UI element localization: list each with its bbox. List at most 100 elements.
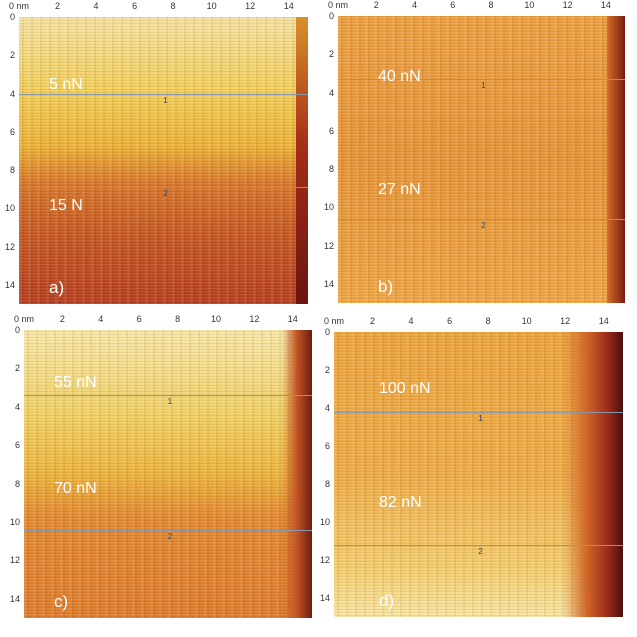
panel-label: a) xyxy=(49,278,65,297)
x-tick-label: 8 xyxy=(170,1,176,11)
scan-line xyxy=(338,79,625,81)
scan-line-marker: 2 xyxy=(163,189,168,199)
scan-line xyxy=(334,411,623,413)
y-tick-label: 8 xyxy=(324,479,330,489)
force-label: 55 nN xyxy=(54,374,97,392)
scan-line xyxy=(338,218,625,220)
afm-image: 1 2 100 nN 82 nN d) xyxy=(334,332,623,617)
y-tick-label: 6 xyxy=(324,441,330,451)
x-tick-label: 14 xyxy=(600,0,611,10)
afm-image: 1 2 55 nN 70 nN c) xyxy=(24,330,312,618)
x-tick-label: 10 xyxy=(206,1,217,11)
x-tick-label: 14 xyxy=(598,316,609,326)
y-tick-label: 8 xyxy=(14,478,20,489)
y-tick-label: 2 xyxy=(328,49,334,60)
force-label: 5 nN xyxy=(49,76,83,94)
panel-label: c) xyxy=(54,592,69,611)
force-label: 15 N xyxy=(49,196,83,214)
panel-d: 0 nm 2 4 6 8 10 12 14 0 2 4 6 8 10 12 14 1 2 100 nN 82 nN d) xyxy=(320,316,623,617)
force-label: 82 nN xyxy=(379,493,422,511)
x-tick-label: 12 xyxy=(560,316,571,326)
x-tick-label: 0 nm xyxy=(13,314,35,324)
panel-b: 0 nm 2 4 6 8 10 12 14 0 2 4 6 8 10 12 14 1 2 40 nN 27 nN b) xyxy=(324,0,625,303)
scan-line-marker: 1 xyxy=(478,413,483,423)
scan-line-marker: 1 xyxy=(163,95,168,105)
y-tick-label: 8 xyxy=(9,165,15,176)
y-tick-label: 2 xyxy=(324,365,330,375)
y-tick-label: 0 xyxy=(14,325,20,335)
x-tick-label: 8 xyxy=(485,316,491,326)
y-tick-label: 14 xyxy=(319,593,330,603)
x-tick-label: 14 xyxy=(287,314,298,324)
scan-line-marker: 2 xyxy=(481,220,486,230)
force-label: 100 nN xyxy=(379,379,431,397)
y-tick-label: 12 xyxy=(9,555,20,566)
scan-line xyxy=(24,395,312,397)
scan-line-marker: 2 xyxy=(167,531,173,541)
x-tick-label: 6 xyxy=(450,0,456,10)
y-tick-label: 8 xyxy=(328,164,334,175)
scan-line xyxy=(24,529,312,531)
x-tick-label: 14 xyxy=(283,1,294,11)
x-tick-label: 4 xyxy=(98,314,104,324)
x-tick-label: 6 xyxy=(136,314,142,324)
x-tick-label: 4 xyxy=(408,316,414,326)
x-tick-label: 2 xyxy=(55,1,61,11)
force-label: 27 nN xyxy=(378,180,421,198)
x-tick-label: 6 xyxy=(447,316,453,326)
y-tick-label: 14 xyxy=(9,593,20,604)
scan-line xyxy=(19,93,308,95)
y-tick-label: 4 xyxy=(14,401,20,412)
x-tick-label: 10 xyxy=(524,0,535,10)
x-tick-label: 2 xyxy=(59,314,65,324)
y-tick-label: 4 xyxy=(324,403,330,413)
scan-line-marker: 1 xyxy=(167,397,173,407)
x-tick-label: 12 xyxy=(245,1,256,11)
afm-image: 1 2 5 nN 15 N a) xyxy=(19,17,308,304)
force-label: 40 nN xyxy=(378,67,421,85)
y-tick-label: 14 xyxy=(323,278,334,289)
panel-c: 0 nm 2 4 6 8 10 12 14 0 2 4 6 8 10 12 14 1 2 55 nN 70 nN c) xyxy=(10,314,312,618)
x-tick-label: 10 xyxy=(210,314,222,324)
y-tick-label: 10 xyxy=(4,203,15,214)
y-tick-label: 12 xyxy=(323,240,334,251)
x-tick-label: 12 xyxy=(562,0,573,10)
x-tick-label: 0 nm xyxy=(323,316,345,326)
scan-line xyxy=(334,544,623,546)
y-tick-label: 10 xyxy=(323,202,334,213)
y-tick-label: 4 xyxy=(9,88,15,99)
scan-line-marker: 2 xyxy=(478,546,483,556)
y-tick-label: 2 xyxy=(9,50,15,61)
afm-image: 1 2 40 nN 27 nN b) xyxy=(338,16,625,303)
scan-line-marker: 1 xyxy=(481,81,486,91)
x-tick-label: 2 xyxy=(373,0,379,10)
x-tick-label: 10 xyxy=(521,316,532,326)
x-tick-label: 4 xyxy=(412,0,418,10)
y-tick-label: 4 xyxy=(328,87,334,98)
y-tick-label: 12 xyxy=(319,555,330,565)
y-tick-label: 10 xyxy=(319,517,330,527)
x-tick-label: 0 nm xyxy=(8,1,30,11)
y-tick-label: 2 xyxy=(14,363,20,374)
y-tick-label: 6 xyxy=(328,125,334,136)
x-tick-label: 2 xyxy=(370,316,376,326)
y-tick-label: 0 xyxy=(9,12,15,22)
x-tick-label: 8 xyxy=(175,314,181,324)
y-tick-label: 0 xyxy=(328,11,334,21)
y-tick-label: 6 xyxy=(14,440,20,451)
y-tick-label: 10 xyxy=(9,517,20,527)
y-tick-label: 14 xyxy=(4,279,15,290)
x-tick-label: 0 nm xyxy=(327,0,349,10)
x-tick-label: 4 xyxy=(93,1,99,11)
scan-line xyxy=(19,187,308,189)
panel-label: d) xyxy=(379,591,395,610)
x-tick-label: 6 xyxy=(132,1,138,11)
force-label: 70 nN xyxy=(54,479,97,497)
panel-label: b) xyxy=(378,277,394,296)
y-tick-label: 12 xyxy=(4,241,15,252)
x-tick-label: 12 xyxy=(249,314,260,324)
y-tick-label: 0 xyxy=(324,327,330,337)
y-tick-label: 6 xyxy=(9,126,15,137)
x-tick-label: 8 xyxy=(488,0,494,10)
